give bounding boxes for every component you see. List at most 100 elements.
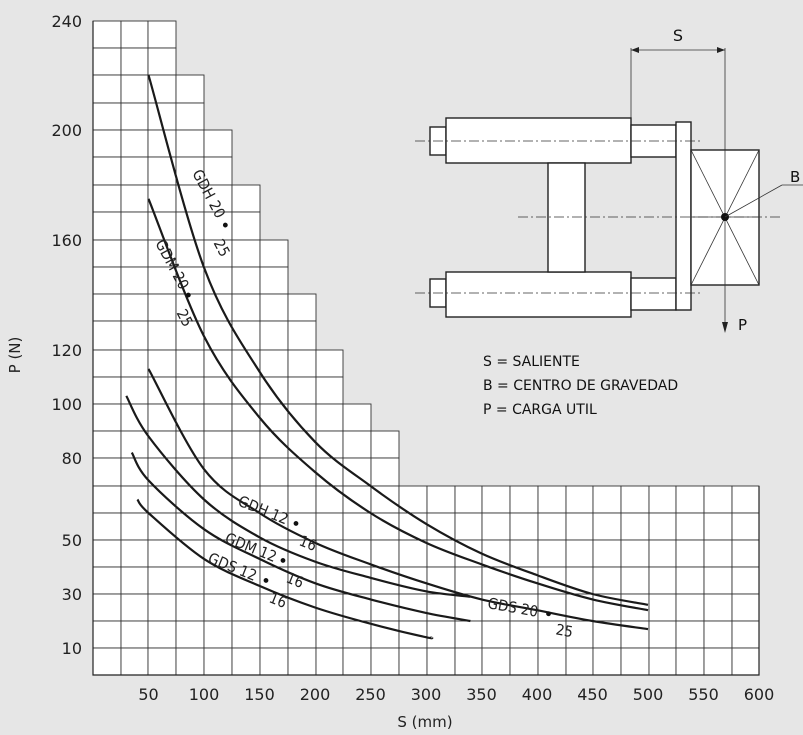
grid-cell (92, 211, 122, 241)
grid-cell (731, 566, 760, 595)
grid-cell (648, 647, 677, 676)
grid-cell (147, 566, 177, 595)
grid-cell (120, 539, 149, 568)
grid-cell (203, 293, 233, 322)
x-tick-label: 550 (688, 685, 719, 704)
grid-cell (175, 620, 205, 649)
curve-label-dot (293, 521, 299, 526)
grid-cell (648, 539, 677, 568)
grid-cell (731, 647, 760, 676)
grid-cell (287, 376, 317, 405)
grid-cell (92, 47, 122, 76)
grid-cell (315, 620, 344, 649)
grid-cell (92, 593, 122, 622)
series-line-1 (147, 74, 649, 606)
grid-cell (731, 539, 760, 568)
grid-cell (648, 566, 677, 595)
grid-cell (92, 266, 122, 295)
y-tick-label: 80 (62, 449, 82, 468)
grid-cell (231, 266, 261, 295)
grid-cell (92, 512, 122, 541)
curve-label-dot (222, 222, 228, 228)
grid-cell (648, 485, 677, 514)
x-tick-label: 300 (411, 685, 442, 704)
grid-cell (509, 539, 539, 568)
grid-cell (675, 593, 705, 622)
curve-label-dot (185, 292, 191, 298)
grid-cell (92, 184, 122, 213)
grid-cell (231, 184, 261, 213)
grid-cell (147, 266, 177, 295)
grid-cell (703, 539, 733, 568)
grid-cell (315, 376, 344, 405)
grid-cell (259, 239, 289, 268)
y-tick-label: 30 (62, 585, 82, 604)
grid-cell (259, 376, 289, 405)
grid-cell (287, 457, 317, 487)
grid-cell (426, 485, 456, 514)
grid-cell (259, 647, 289, 676)
grid-cell (231, 457, 261, 487)
grid-cell (120, 512, 149, 541)
grid-cell (92, 156, 122, 186)
grid-cell (259, 349, 289, 378)
grid-cell (509, 512, 539, 541)
chart-curves (125, 74, 649, 640)
grid-cell (315, 430, 344, 459)
grid-cell (398, 539, 428, 568)
y-tick-label: 100 (51, 395, 82, 414)
grid-cell (92, 539, 122, 568)
grid-cell (147, 593, 177, 622)
grid-cell (120, 129, 149, 158)
grid-cell (565, 647, 594, 676)
grid-cell (175, 566, 205, 595)
grid-cell (92, 485, 122, 514)
grid-cell (92, 430, 122, 459)
x-tick-label: 600 (744, 685, 775, 704)
series-line-4 (125, 395, 471, 598)
grid-cell (675, 566, 705, 595)
grid-cell (120, 376, 149, 405)
grid-cell (454, 512, 483, 541)
grid-cell (370, 566, 400, 595)
grid-cell (315, 403, 344, 432)
grid-cell (231, 430, 261, 459)
grid-cell (259, 266, 289, 295)
grid-cell (287, 349, 317, 378)
grid-cell (120, 293, 149, 322)
gripper-diagram: S B P S = SALIENTE B = CENTRO DE (415, 26, 803, 418)
grid-cell (147, 403, 177, 432)
curve-label-suffix: 16 (297, 532, 320, 555)
grid-cell (481, 620, 511, 649)
grid-cell (370, 430, 400, 459)
grid-cell (92, 74, 122, 104)
grid-cell (120, 74, 149, 104)
grid-cell (287, 293, 317, 322)
grid-cell (592, 512, 622, 541)
grid-cell (731, 485, 760, 514)
plot-frame (92, 21, 760, 676)
grid-cell (259, 293, 289, 322)
y-axis-title: P (N) (6, 337, 24, 374)
grid-cell (287, 620, 317, 649)
grid-cell (92, 293, 122, 322)
grid-cell (147, 47, 177, 76)
grid-cell (592, 539, 622, 568)
grid-cell (370, 647, 400, 676)
grid-cell (287, 566, 317, 595)
grid-cell (620, 485, 650, 514)
x-tick-label: 500 (633, 685, 664, 704)
grid-cell (203, 403, 233, 432)
grid-cell (537, 620, 567, 649)
dimension-s-label: S (673, 26, 683, 45)
grid-cell (92, 349, 122, 378)
grid-cell (703, 647, 733, 676)
x-tick-label: 50 (138, 685, 158, 704)
grid-cell (120, 647, 149, 676)
grid-cell (203, 349, 233, 378)
grid-cell (203, 376, 233, 405)
grid-cell (592, 485, 622, 514)
grid-cell (231, 403, 261, 432)
grid-cell (231, 211, 261, 241)
